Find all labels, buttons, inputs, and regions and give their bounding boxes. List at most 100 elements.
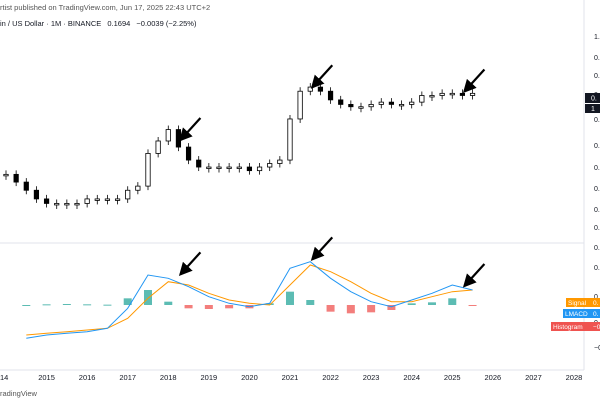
histogram-bar — [427, 302, 436, 305]
legend-value: 0. — [593, 311, 599, 318]
price-tick-label: 0. — [594, 73, 600, 80]
candle — [287, 118, 293, 161]
price-tick-label: 0. — [594, 225, 600, 232]
candle — [216, 166, 222, 169]
price-tick-label: 0. — [594, 186, 600, 193]
histogram-bar — [306, 300, 315, 305]
price-tick-label: 0. — [594, 117, 600, 124]
candle — [256, 166, 263, 172]
candle — [64, 203, 70, 206]
candle — [398, 104, 405, 107]
legend-value-tag — [592, 309, 600, 318]
histogram-bar — [407, 303, 416, 305]
histogram-bar — [204, 305, 213, 309]
legend-label: Histogram — [553, 324, 583, 331]
candle — [459, 92, 466, 96]
time-tick-label: 2025 — [444, 373, 461, 382]
candle — [33, 189, 40, 200]
time-tick-label: 2016 — [79, 373, 96, 382]
publish-info: rtist published on TradingView.com, Jun … — [0, 3, 211, 12]
candle — [469, 92, 476, 96]
histogram-bar — [22, 305, 31, 306]
price-tick-label: 0. — [594, 207, 600, 214]
last-price-tag — [585, 93, 600, 103]
candle — [277, 159, 283, 164]
indicator-legend: Signal 0. LMACD 0. Histogram −0 — [551, 298, 600, 331]
histogram-bar — [265, 303, 274, 305]
annotation-arrow — [178, 251, 202, 276]
legend-value: 0. — [593, 300, 599, 307]
histogram-bar — [42, 304, 51, 306]
candle — [84, 198, 90, 204]
candle — [327, 90, 334, 101]
time-tick-label: 2024 — [403, 373, 420, 382]
candle — [145, 153, 151, 187]
indicator-tick-label: 0. — [594, 294, 600, 301]
candle — [236, 166, 242, 169]
histogram-bar — [448, 298, 457, 305]
histogram-bar — [123, 298, 132, 305]
candle — [267, 163, 273, 168]
time-axis: 14 2015 2016 2017 2018 2019 2020 2021 2022 2023 20… — [0, 373, 582, 382]
symbol-price: 0.1694 — [107, 19, 131, 28]
legend-label: LMACD — [565, 311, 588, 318]
candle — [358, 106, 364, 109]
footer-brand: radingView — [0, 389, 37, 398]
signal-line — [26, 264, 473, 336]
candle — [439, 92, 445, 96]
annotation-arrow — [462, 68, 486, 94]
candle — [104, 198, 111, 201]
histogram-bar — [62, 304, 71, 305]
time-tick-label: 2023 — [363, 373, 380, 382]
time-tick-label: 2028 — [566, 373, 583, 382]
histogram-bar — [103, 304, 112, 306]
histogram-bar — [326, 305, 335, 312]
symbol-name: in / US Dollar · 1M · BINANCE — [0, 19, 102, 28]
symbol-header: in / US Dollar · 1M · BINANCE 0.1694 −0.… — [0, 19, 196, 28]
annotation-arrow — [462, 263, 486, 288]
time-tick-label: 2018 — [160, 373, 177, 382]
symbol-change: −0.0039 (−2.25%) — [136, 19, 197, 28]
histogram-bar — [468, 305, 477, 306]
candle — [419, 95, 425, 103]
legend-value: −0 — [593, 324, 600, 331]
time-tick-label: 2021 — [282, 373, 299, 382]
candle — [74, 203, 80, 206]
time-tick-label: 2022 — [322, 373, 339, 382]
countdown-tag — [585, 104, 600, 113]
indicator-tick-label: 0. — [594, 265, 600, 272]
indicator-tick-label: −0. — [594, 345, 600, 352]
price-tick-label: 0. — [594, 165, 600, 172]
histogram-bar — [387, 305, 396, 310]
countdown-label: 1 — [591, 106, 595, 113]
price-axis: 1.0.0.0.0.0.0.0.0.0.0.0.10.0.0−0. — [585, 34, 600, 352]
candle — [388, 101, 395, 105]
price-tick-label: 0. — [594, 55, 600, 62]
histogram-bar — [285, 291, 294, 305]
candle — [338, 99, 344, 105]
annotation-arrow — [178, 117, 202, 142]
time-tick-label: 14 — [0, 373, 8, 382]
candle — [125, 189, 131, 200]
candle — [114, 198, 121, 201]
price-tick-label: 1. — [594, 34, 600, 41]
time-tick-label: 2020 — [241, 373, 258, 382]
histogram-bar — [164, 301, 173, 305]
last-price-label: 0. — [591, 96, 597, 103]
legend-tag — [563, 309, 592, 318]
candle — [226, 166, 232, 169]
candle — [43, 198, 50, 204]
histogram-bar — [367, 305, 376, 313]
candle — [409, 101, 415, 105]
candle — [3, 173, 9, 177]
candle — [175, 129, 182, 148]
candle — [155, 140, 161, 154]
candle — [165, 129, 171, 142]
candle — [13, 173, 19, 183]
histogram-bar — [83, 304, 92, 306]
candle — [23, 181, 29, 191]
candle — [135, 185, 141, 191]
legend-tag — [551, 322, 592, 331]
annotation-arrow — [310, 64, 334, 89]
